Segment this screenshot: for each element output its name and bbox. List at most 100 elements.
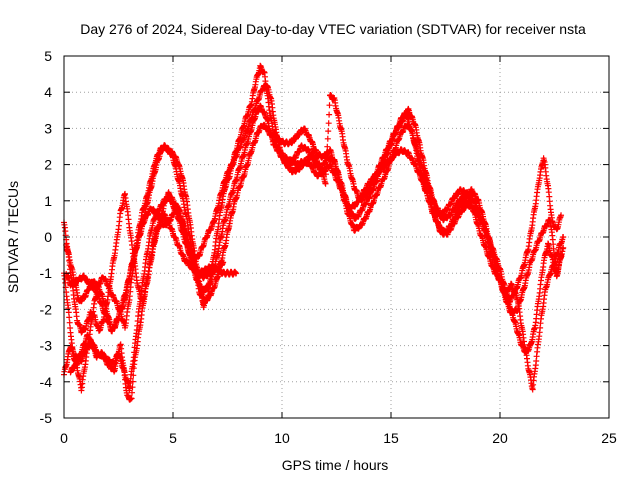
data-point — [259, 66, 262, 68]
axis-ticks: 0 5 10 15 20 25 -5 -4 -3 -2 -1 0 1 2 3 4 5 — [40, 48, 617, 446]
data-point — [235, 178, 238, 180]
data-point — [257, 98, 259, 101]
data-point — [316, 152, 318, 155]
data-point — [359, 225, 362, 227]
x-tick-label: 5 — [169, 430, 177, 446]
data-point — [244, 171, 246, 173]
data-point — [124, 297, 126, 300]
data-point — [521, 326, 523, 329]
data-point — [104, 304, 107, 307]
data-point — [113, 362, 115, 365]
y-tick-label: 5 — [44, 48, 52, 64]
data-point — [466, 203, 469, 206]
data-point — [178, 247, 181, 249]
x-tick-label: 25 — [601, 430, 617, 446]
data-point — [531, 388, 534, 390]
x-tick-label: 20 — [492, 430, 508, 446]
data-point — [268, 105, 270, 108]
data-point — [412, 134, 414, 137]
data-point — [100, 352, 102, 354]
y-tick-label: 1 — [44, 193, 52, 209]
data-point — [167, 192, 170, 195]
data-point — [176, 160, 179, 162]
data-point — [119, 344, 122, 347]
data-point — [359, 200, 362, 202]
data-point — [263, 73, 266, 75]
data-point — [228, 174, 231, 177]
data-point — [141, 283, 144, 285]
data-point — [222, 225, 224, 227]
series-track-4 — [61, 82, 565, 336]
data-point — [457, 207, 460, 209]
data-point — [353, 185, 355, 188]
data-point — [562, 236, 565, 238]
data-point — [372, 178, 375, 180]
data-point — [555, 272, 558, 275]
data-point — [209, 283, 211, 285]
data-point — [80, 330, 83, 332]
data-point — [150, 257, 152, 260]
data-point — [479, 232, 482, 235]
data-point — [202, 304, 205, 307]
data-point — [141, 301, 144, 303]
data-point — [141, 308, 144, 311]
data-point — [228, 200, 231, 202]
data-point — [329, 149, 331, 151]
data-point — [224, 185, 227, 188]
data-point — [180, 174, 183, 177]
data-point — [405, 113, 408, 115]
data-point — [71, 272, 74, 275]
series-markers — [61, 82, 565, 336]
data-point — [558, 247, 560, 249]
data-point — [510, 283, 512, 285]
data-point — [82, 344, 85, 347]
data-point — [425, 189, 427, 191]
data-point — [333, 98, 336, 101]
data-point — [527, 366, 530, 369]
data-point — [366, 192, 368, 195]
data-point — [555, 228, 558, 231]
data-point — [512, 315, 514, 318]
data-point — [473, 210, 475, 213]
data-point — [85, 326, 87, 329]
data-point — [250, 102, 253, 104]
data-point — [215, 279, 218, 282]
data-point — [119, 210, 122, 213]
data-point — [542, 261, 545, 264]
data-point — [180, 192, 183, 195]
data-point — [93, 315, 96, 318]
data-point — [259, 105, 262, 108]
data-point — [311, 152, 314, 155]
data-point — [261, 123, 264, 126]
data-point — [189, 225, 192, 227]
data-point — [455, 203, 458, 206]
data-point — [198, 254, 200, 256]
data-point — [562, 247, 565, 249]
data-point — [372, 200, 375, 202]
data-point — [407, 152, 410, 155]
data-point — [322, 156, 325, 159]
data-point — [150, 185, 152, 188]
data-point — [141, 210, 144, 213]
data-point — [368, 196, 371, 198]
data-point — [379, 163, 381, 166]
data-point — [392, 152, 394, 155]
y-tick-label: 0 — [44, 229, 52, 245]
data-point — [128, 225, 131, 227]
data-point — [204, 268, 207, 271]
y-tick-label: -3 — [40, 338, 53, 354]
data-point — [95, 355, 98, 358]
data-point — [542, 228, 545, 231]
data-point — [150, 207, 152, 209]
data-point — [202, 243, 205, 246]
data-point — [189, 257, 192, 260]
data-point — [163, 225, 166, 227]
data-point — [418, 163, 421, 166]
data-point — [82, 276, 85, 278]
data-point — [296, 134, 299, 137]
data-point — [137, 239, 139, 242]
data-point — [361, 207, 364, 209]
data-point — [346, 160, 349, 162]
data-point — [442, 218, 445, 220]
